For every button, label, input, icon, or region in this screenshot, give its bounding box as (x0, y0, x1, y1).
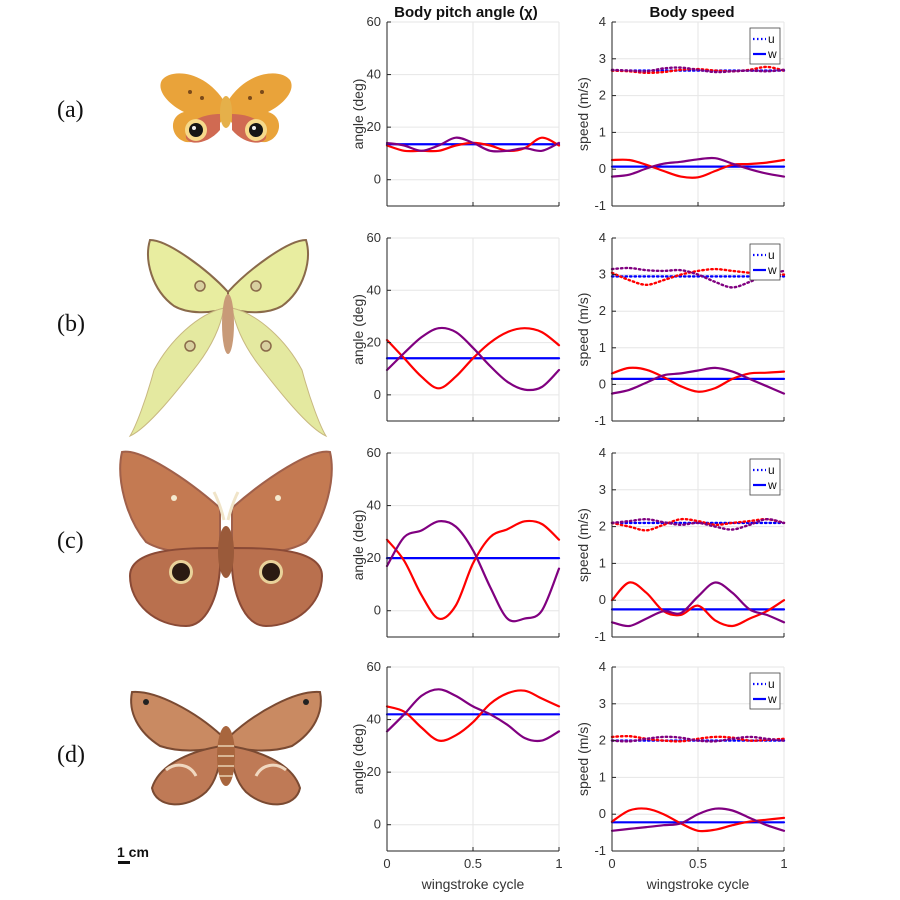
y-tick-label: 0 (374, 172, 381, 187)
y-tick-label: 60 (367, 230, 381, 245)
x-tick-label: 0.5 (689, 856, 707, 871)
y-tick-label: 1 (599, 769, 606, 784)
y-tick-label: 4 (599, 659, 606, 674)
legend-label-u: u (768, 32, 775, 46)
cecropia-moth-icon (131, 692, 321, 804)
x-tick-label: 1 (780, 856, 787, 871)
y-tick-label: 3 (599, 482, 606, 497)
row-label-c: (c) (57, 528, 84, 554)
y-axis-label: angle (deg) (350, 510, 366, 581)
y-tick-label: 3 (599, 51, 606, 66)
polyphemus-moth-icon (120, 452, 331, 626)
y-tick-label: -1 (594, 413, 606, 428)
x-axis-label: wingstroke cycle (421, 876, 525, 892)
pitch-panel-4: 0 20 40 60 0 0.5 1 angle (deg) wingstroke cycle (350, 659, 563, 892)
speed-panel-3: -1 0 1 2 3 4 speed (m/s) uw (575, 445, 784, 644)
y-tick-label: -1 (594, 198, 606, 213)
y-tick-label: 20 (367, 119, 381, 134)
y-tick-label: 2 (599, 303, 606, 318)
legend-label-w: w (767, 692, 777, 706)
y-axis-label: speed (m/s) (575, 508, 591, 582)
x-axis-label: wingstroke cycle (646, 876, 750, 892)
y-tick-label: 0 (374, 603, 381, 618)
y-tick-label: 20 (367, 764, 381, 779)
y-tick-label: 4 (599, 14, 606, 29)
speed-column-title: Body speed (649, 4, 734, 21)
y-tick-label: 60 (367, 445, 381, 460)
y-tick-label: 20 (367, 550, 381, 565)
x-tick-label: 0.5 (464, 856, 482, 871)
y-tick-label: 1 (599, 340, 606, 355)
y-tick-label: 0 (599, 592, 606, 607)
y-tick-label: 4 (599, 230, 606, 245)
y-tick-label: 2 (599, 88, 606, 103)
x-tick-label: 0 (608, 856, 615, 871)
y-tick-label: 60 (367, 659, 381, 674)
y-tick-label: 2 (599, 733, 606, 748)
legend-label-u: u (768, 463, 775, 477)
speed-panel-1: -1 0 1 2 3 4 speed (m/s) uw (575, 14, 784, 213)
row-label-b: (b) (57, 311, 85, 337)
speed-panel-2: -1 0 1 2 3 4 speed (m/s) uw (575, 230, 784, 428)
y-tick-label: 0 (374, 817, 381, 832)
scale-bar-label: 1 cm (117, 844, 149, 860)
y-tick-label: -1 (594, 843, 606, 858)
row-label-a: (a) (57, 97, 84, 123)
y-tick-label: 40 (367, 712, 381, 727)
pitch-column-title: Body pitch angle (χ) (394, 4, 538, 21)
legend: uw (750, 459, 780, 495)
legend-label-w: w (767, 47, 777, 61)
y-tick-label: 60 (367, 14, 381, 29)
y-axis-label: angle (deg) (350, 79, 366, 150)
x-tick-label: 1 (555, 856, 562, 871)
legend: uw (750, 28, 780, 64)
legend-label-w: w (767, 263, 777, 277)
y-tick-label: 2 (599, 519, 606, 534)
y-tick-label: 40 (367, 282, 381, 297)
legend-label-u: u (768, 677, 775, 691)
row-label-d: (d) (57, 742, 85, 768)
y-tick-label: 4 (599, 445, 606, 460)
io-moth-icon (160, 73, 291, 142)
y-axis-label: angle (deg) (350, 724, 366, 795)
y-tick-label: 40 (367, 67, 381, 82)
pitch-panel-3: 0 20 40 60 angle (deg) (350, 445, 559, 637)
legend-label-u: u (768, 248, 775, 262)
x-tick-label: 0 (383, 856, 390, 871)
y-tick-label: 1 (599, 555, 606, 570)
legend: uw (750, 673, 780, 709)
y-axis-label: speed (m/s) (575, 77, 591, 151)
y-tick-label: 0 (599, 376, 606, 391)
y-tick-label: 0 (599, 806, 606, 821)
y-tick-label: 1 (599, 124, 606, 139)
y-tick-label: 20 (367, 335, 381, 350)
y-tick-label: 3 (599, 267, 606, 282)
y-axis-label: speed (m/s) (575, 293, 591, 367)
y-tick-label: 40 (367, 498, 381, 513)
y-tick-label: 3 (599, 696, 606, 711)
y-tick-label: 0 (374, 387, 381, 402)
legend: uw (750, 244, 780, 280)
legend-label-w: w (767, 478, 777, 492)
pitch-panel-1: 0 20 40 60 angle (deg) (350, 14, 559, 206)
y-tick-label: 0 (599, 161, 606, 176)
luna-moth-icon (130, 240, 326, 436)
y-axis-label: speed (m/s) (575, 722, 591, 796)
y-axis-label: angle (deg) (350, 294, 366, 365)
scale-bar (118, 861, 130, 864)
pitch-panel-2: 0 20 40 60 angle (deg) (350, 230, 559, 421)
y-tick-label: -1 (594, 629, 606, 644)
